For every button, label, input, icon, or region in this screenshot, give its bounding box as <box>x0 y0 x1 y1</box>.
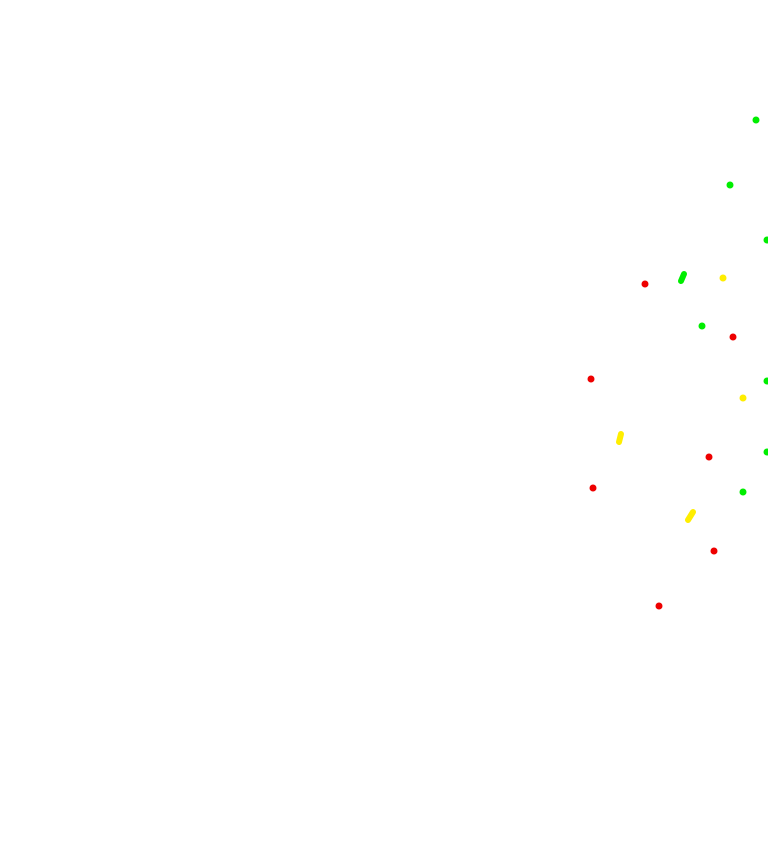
green-dot <box>763 236 768 244</box>
yellow-dot <box>719 274 727 282</box>
yellow-dot <box>739 394 747 402</box>
green-dot <box>698 322 706 330</box>
red-dot <box>710 547 718 555</box>
green-dot <box>752 116 760 124</box>
green-dot <box>739 488 747 496</box>
red-dot <box>587 375 595 383</box>
green-dot <box>763 448 768 456</box>
red-dot <box>729 333 737 341</box>
green-dash <box>678 271 687 284</box>
yellow-dash <box>685 509 696 523</box>
red-dot <box>641 280 649 288</box>
red-dot <box>655 602 663 610</box>
red-dot <box>705 453 713 461</box>
red-dot <box>589 484 597 492</box>
yellow-dash <box>616 431 624 445</box>
green-dot <box>763 377 768 385</box>
green-dot <box>726 181 734 189</box>
